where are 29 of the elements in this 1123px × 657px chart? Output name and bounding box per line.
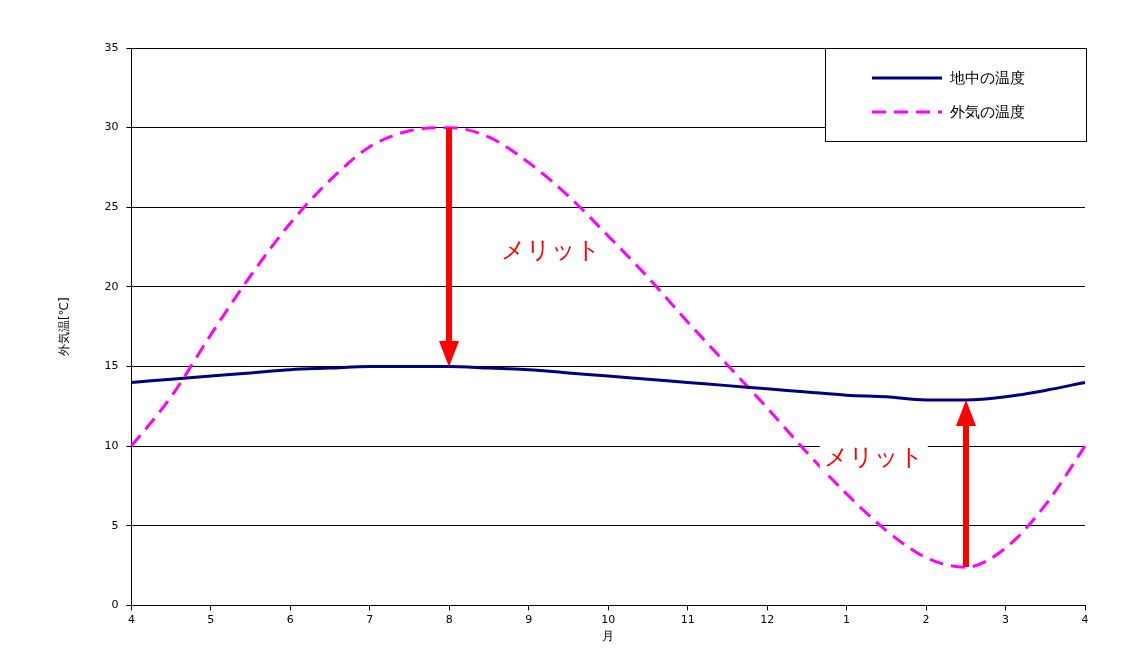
line-series xyxy=(129,126,1087,569)
y-tick-label: 0 xyxy=(111,598,119,612)
line-series xyxy=(129,365,1087,402)
legend-label: 地中の温度 xyxy=(950,68,1025,88)
annotation: メリット xyxy=(823,442,924,471)
x-axis-title: 月 xyxy=(602,628,615,643)
y-tick-label: 30 xyxy=(104,120,119,134)
y-tick-label: 25 xyxy=(104,200,119,214)
x-tick-label: 2 xyxy=(922,612,930,626)
x-tick-label: 1 xyxy=(843,612,851,626)
x-tick-label: 12 xyxy=(760,612,775,626)
y-tick-label: 10 xyxy=(104,439,119,452)
x-tick-label: 9 xyxy=(525,612,533,626)
x-tick-label: 10 xyxy=(601,612,616,626)
x-tick-label: 6 xyxy=(286,612,294,626)
legend-label: 外気の温度 xyxy=(950,102,1025,122)
x-tick-label: 7 xyxy=(366,612,374,626)
x-tick-label: 3 xyxy=(1002,612,1010,626)
y-tick-label: 5 xyxy=(111,518,119,532)
y-tick-label: 20 xyxy=(104,279,119,293)
x-tick-label: 4 xyxy=(127,612,135,626)
y-tick-label: 15 xyxy=(104,359,119,373)
annotation: メリット xyxy=(501,236,602,265)
x-tick-label: 5 xyxy=(207,612,215,626)
x-tick-label: 11 xyxy=(680,612,695,626)
y-axis-title: 外気温[℃] xyxy=(57,297,72,357)
y-tick-label: 35 xyxy=(104,40,119,54)
x-tick-label: 8 xyxy=(445,612,453,626)
x-tick-label: 4 xyxy=(1081,612,1089,626)
